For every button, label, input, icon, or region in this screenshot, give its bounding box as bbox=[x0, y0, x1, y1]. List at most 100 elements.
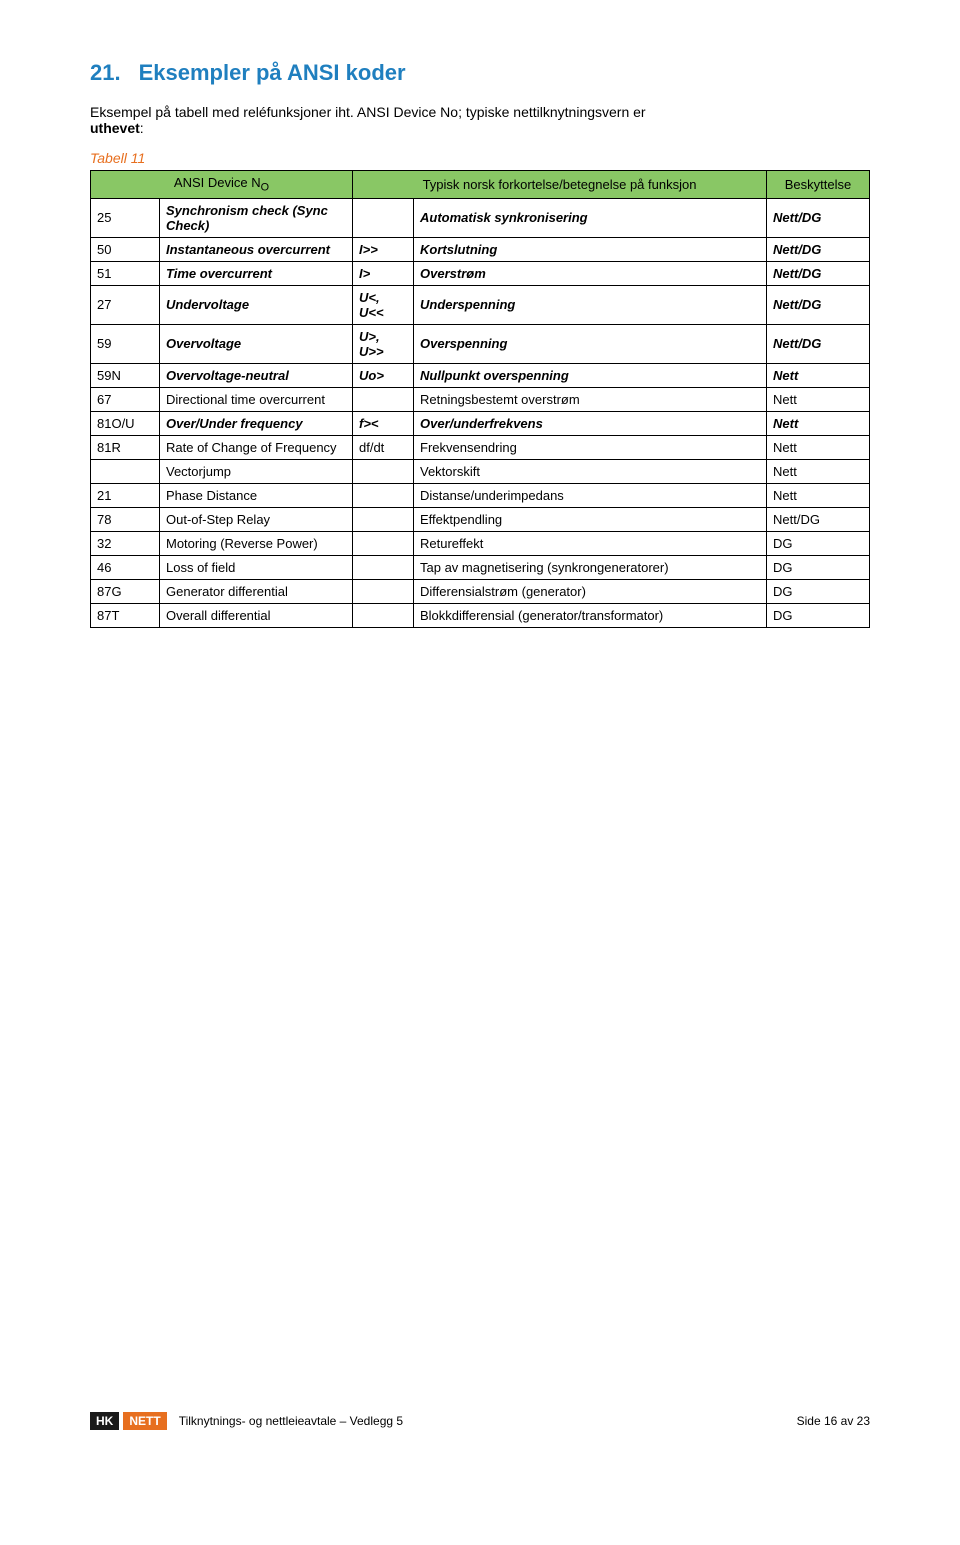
col-header-device: ANSI Device NO bbox=[91, 171, 353, 199]
cell-name: Over/Under frequency bbox=[160, 411, 353, 435]
cell-symbol: U>, U>> bbox=[353, 324, 414, 363]
cell-symbol bbox=[353, 579, 414, 603]
cell-desc: Kortslutning bbox=[414, 237, 767, 261]
cell-no: 59N bbox=[91, 363, 160, 387]
table-row: 32Motoring (Reverse Power)RetureffektDG bbox=[91, 531, 870, 555]
cell-prot: Nett bbox=[767, 411, 870, 435]
cell-prot: Nett bbox=[767, 363, 870, 387]
intro-line-2: uthevet: bbox=[90, 120, 870, 136]
cell-prot: Nett/DG bbox=[767, 261, 870, 285]
cell-no: 46 bbox=[91, 555, 160, 579]
cell-desc: Overspenning bbox=[414, 324, 767, 363]
col-header-device-text: ANSI Device N bbox=[174, 175, 261, 190]
cell-symbol: df/dt bbox=[353, 435, 414, 459]
cell-name: Out-of-Step Relay bbox=[160, 507, 353, 531]
cell-desc: Nullpunkt overspenning bbox=[414, 363, 767, 387]
cell-symbol: U<, U<< bbox=[353, 285, 414, 324]
cell-desc: Distanse/underimpedans bbox=[414, 483, 767, 507]
cell-symbol: I> bbox=[353, 261, 414, 285]
table-header-row: ANSI Device NO Typisk norsk forkortelse/… bbox=[91, 171, 870, 199]
cell-name: Phase Distance bbox=[160, 483, 353, 507]
intro-line-1: Eksempel på tabell med reléfunksjoner ih… bbox=[90, 104, 870, 120]
cell-symbol: Uo> bbox=[353, 363, 414, 387]
footer-title: Tilknytnings- og nettleieavtale – Vedleg… bbox=[179, 1414, 797, 1428]
table-row: 46Loss of field Tap av magnetisering (syn… bbox=[91, 555, 870, 579]
cell-prot: Nett/DG bbox=[767, 237, 870, 261]
cell-desc: Differensialstrøm (generator) bbox=[414, 579, 767, 603]
cell-no: 81O/U bbox=[91, 411, 160, 435]
cell-no: 78 bbox=[91, 507, 160, 531]
ansi-table: ANSI Device NO Typisk norsk forkortelse/… bbox=[90, 170, 870, 628]
cell-symbol bbox=[353, 531, 414, 555]
cell-prot: Nett/DG bbox=[767, 285, 870, 324]
table-row: 87TOverall differential Blokkdifferensial… bbox=[91, 603, 870, 627]
section-heading: 21. Eksempler på ANSI koder bbox=[90, 60, 870, 86]
logo-hk: HK bbox=[90, 1412, 119, 1430]
footer-logo: HK NETT bbox=[90, 1412, 167, 1430]
cell-no bbox=[91, 459, 160, 483]
cell-symbol bbox=[353, 387, 414, 411]
cell-name: Vectorjump bbox=[160, 459, 353, 483]
cell-name: Generator differential bbox=[160, 579, 353, 603]
col-header-device-sub: O bbox=[261, 182, 269, 194]
cell-name: Loss of field bbox=[160, 555, 353, 579]
cell-name: Time overcurrent bbox=[160, 261, 353, 285]
cell-symbol: I>> bbox=[353, 237, 414, 261]
cell-name: Undervoltage bbox=[160, 285, 353, 324]
cell-no: 87G bbox=[91, 579, 160, 603]
cell-prot: Nett bbox=[767, 483, 870, 507]
cell-no: 81R bbox=[91, 435, 160, 459]
cell-no: 51 bbox=[91, 261, 160, 285]
cell-desc: Frekvensendring bbox=[414, 435, 767, 459]
cell-prot: Nett bbox=[767, 435, 870, 459]
heading-number: 21. bbox=[90, 60, 121, 86]
cell-symbol bbox=[353, 555, 414, 579]
cell-desc: Tap av magnetisering (synkrongeneratorer… bbox=[414, 555, 767, 579]
table-row: 87GGenerator differential Differensialstr… bbox=[91, 579, 870, 603]
cell-desc: Effektpendling bbox=[414, 507, 767, 531]
cell-name: Instantaneous overcurrent bbox=[160, 237, 353, 261]
cell-desc: Overstrøm bbox=[414, 261, 767, 285]
table-row: 25Synchronism check (Sync Check)Automati… bbox=[91, 198, 870, 237]
cell-prot: Nett/DG bbox=[767, 324, 870, 363]
table-row: 67Directional time overcurrentRetningsbe… bbox=[91, 387, 870, 411]
col-header-funksjon: Typisk norsk forkortelse/betegnelse på f… bbox=[353, 171, 767, 199]
table-row: 78Out-of-Step Relay EffektpendlingNett/DG bbox=[91, 507, 870, 531]
cell-desc: Vektorskift bbox=[414, 459, 767, 483]
ansi-tbody: 25Synchronism check (Sync Check)Automati… bbox=[91, 198, 870, 627]
cell-prot: DG bbox=[767, 603, 870, 627]
cell-no: 25 bbox=[91, 198, 160, 237]
cell-symbol: f>< bbox=[353, 411, 414, 435]
cell-name: Overvoltage bbox=[160, 324, 353, 363]
cell-no: 50 bbox=[91, 237, 160, 261]
cell-no: 87T bbox=[91, 603, 160, 627]
cell-prot: Nett/DG bbox=[767, 507, 870, 531]
cell-desc: Blokkdifferensial (generator/transformat… bbox=[414, 603, 767, 627]
cell-name: Synchronism check (Sync Check) bbox=[160, 198, 353, 237]
cell-no: 27 bbox=[91, 285, 160, 324]
cell-symbol bbox=[353, 507, 414, 531]
cell-prot: Nett bbox=[767, 459, 870, 483]
table-row: Vectorjump VektorskiftNett bbox=[91, 459, 870, 483]
cell-prot: DG bbox=[767, 579, 870, 603]
table-row: 59NOvervoltage-neutralUo>Nullpunkt overs… bbox=[91, 363, 870, 387]
cell-symbol bbox=[353, 603, 414, 627]
cell-name: Motoring (Reverse Power) bbox=[160, 531, 353, 555]
col-header-beskyttelse: Beskyttelse bbox=[767, 171, 870, 199]
cell-symbol bbox=[353, 483, 414, 507]
table-row: 27UndervoltageU<, U<<UnderspenningNett/D… bbox=[91, 285, 870, 324]
cell-prot: DG bbox=[767, 531, 870, 555]
cell-prot: Nett/DG bbox=[767, 198, 870, 237]
cell-prot: DG bbox=[767, 555, 870, 579]
intro-bold-word: uthevet bbox=[90, 120, 140, 136]
footer-page-number: Side 16 av 23 bbox=[797, 1414, 870, 1428]
intro-colon: : bbox=[140, 120, 144, 136]
cell-symbol bbox=[353, 459, 414, 483]
cell-desc: Over/underfrekvens bbox=[414, 411, 767, 435]
table-row: 51Time overcurrentI>OverstrømNett/DG bbox=[91, 261, 870, 285]
cell-name: Overall differential bbox=[160, 603, 353, 627]
cell-prot: Nett bbox=[767, 387, 870, 411]
cell-no: 67 bbox=[91, 387, 160, 411]
page-footer: HK NETT Tilknytnings- og nettleieavtale … bbox=[90, 1412, 870, 1430]
cell-no: 21 bbox=[91, 483, 160, 507]
